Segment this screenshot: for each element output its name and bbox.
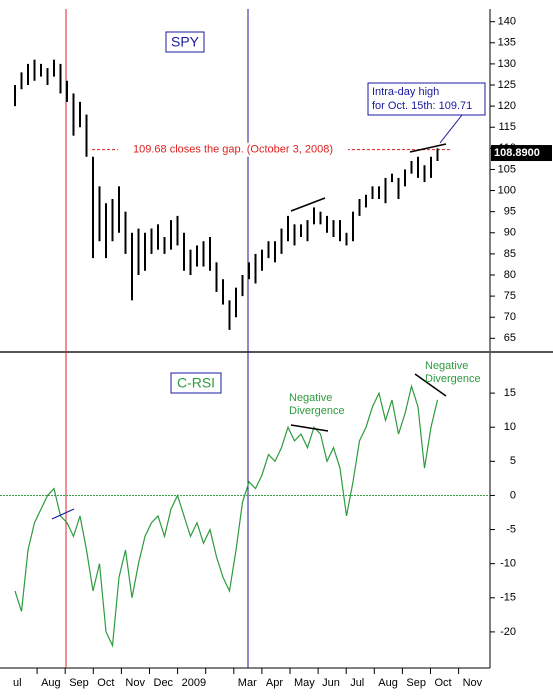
price-label: 108.8900 xyxy=(494,147,540,159)
title-box xyxy=(170,372,222,394)
label-bg xyxy=(118,142,348,157)
y-tick-label: 95 xyxy=(504,206,516,218)
chart-title: C-RSI xyxy=(177,375,215,391)
y-tick-label: -20 xyxy=(500,626,516,638)
y-tick-label: 120 xyxy=(498,100,516,112)
trend-line xyxy=(414,373,447,397)
y-tick-label: 75 xyxy=(504,290,516,302)
x-tick-label: Aug xyxy=(41,677,61,689)
x-tick-label: Oct xyxy=(97,677,114,689)
x-tick-label: May xyxy=(294,677,315,689)
y-tick-label: 115 xyxy=(498,121,516,133)
annotation: Divergence xyxy=(425,373,481,385)
annotation: for Oct. 15th: 109.71 xyxy=(372,100,472,112)
y-tick-label: 90 xyxy=(504,227,516,239)
annotation: Negative xyxy=(289,392,332,404)
trend-line xyxy=(51,508,75,520)
annotation-box xyxy=(367,82,486,116)
x-tick-label: Mar xyxy=(238,677,257,689)
y-tick-label: 130 xyxy=(498,58,516,70)
x-tick-label: Oct xyxy=(435,677,452,689)
title-box xyxy=(165,31,205,53)
rsi-line xyxy=(14,384,439,648)
y-tick-label: 70 xyxy=(504,311,516,323)
y-tick-label: 65 xyxy=(504,332,516,344)
y-tick-label: 10 xyxy=(504,421,516,433)
y-tick-label: 5 xyxy=(510,455,516,467)
annotation: Divergence xyxy=(289,405,345,417)
gap-label: 109.68 closes the gap. (October 3, 2008) xyxy=(133,144,333,156)
annotation-pointer xyxy=(439,114,463,144)
y-tick-label: 125 xyxy=(498,79,516,91)
y-tick-label: 135 xyxy=(498,37,516,49)
x-tick-label: Sep xyxy=(406,677,426,689)
trend-line xyxy=(409,143,447,153)
x-tick-label: Aug xyxy=(378,677,398,689)
y-tick-label: 0 xyxy=(510,489,516,501)
x-tick-label: Sep xyxy=(69,677,89,689)
x-tick-label: 2009 xyxy=(182,677,206,689)
y-tick-label: 15 xyxy=(504,387,516,399)
chart-title: SPY xyxy=(171,34,200,50)
y-tick-label: 80 xyxy=(504,269,516,281)
y-tick-label: 100 xyxy=(498,184,516,196)
price-box xyxy=(491,145,552,162)
x-tick-label: Dec xyxy=(154,677,174,689)
annotation: Intra-day high xyxy=(372,86,439,98)
y-tick-label: -15 xyxy=(500,592,516,604)
y-tick-label: 85 xyxy=(504,248,516,260)
trend-line xyxy=(290,424,329,432)
y-tick-label: -10 xyxy=(500,558,516,570)
y-tick-label: 140 xyxy=(498,16,516,28)
x-tick-label: Jun xyxy=(322,677,340,689)
trend-line xyxy=(290,197,326,212)
y-tick-label: -5 xyxy=(506,523,516,535)
x-tick-label: Jul xyxy=(350,677,364,689)
y-tick-label: 105 xyxy=(498,163,516,175)
x-tick-label: ul xyxy=(13,677,22,689)
annotation: Negative xyxy=(425,360,468,372)
x-tick-label: Nov xyxy=(125,677,145,689)
x-tick-label: Apr xyxy=(266,677,283,689)
x-tick-label: Nov xyxy=(463,677,483,689)
